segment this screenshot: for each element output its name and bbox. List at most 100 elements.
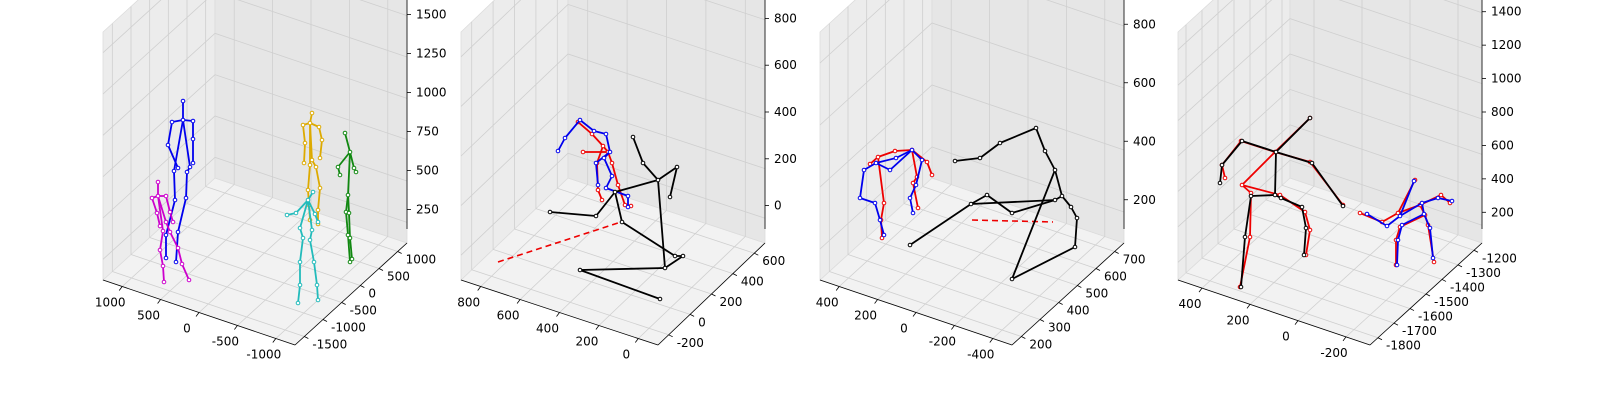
skeleton-joint: [353, 169, 359, 175]
x-tick-label: 1000: [95, 296, 126, 310]
skeleton-joint: [190, 118, 196, 124]
skeleton-joint: [317, 185, 323, 191]
skeleton-bone: [1219, 164, 1223, 184]
skeleton-joint: [607, 149, 613, 155]
x-tick-mark: [912, 312, 917, 317]
skeleton-group: [857, 125, 1080, 282]
skeleton-bone: [299, 199, 309, 229]
subplot-1: -1000 -500 0 500 1000 -1500 -1000 -500 0 500 1000 2…: [95, 0, 447, 362]
skeleton-joint: [309, 110, 315, 116]
skeleton-joint: [315, 207, 321, 213]
skeleton-joint: [315, 297, 321, 303]
skeleton-joint: [580, 149, 586, 155]
skeleton-bone: [591, 133, 604, 147]
skeleton-joint: [149, 195, 155, 201]
skeleton-joint: [297, 282, 303, 288]
gridline-y: [885, 220, 1078, 286]
skeleton-bone: [1241, 151, 1276, 186]
skeleton-bone: [664, 255, 684, 269]
skeleton-joint: [1248, 193, 1254, 199]
skeleton-joint: [163, 232, 169, 238]
x-tick-label: 0: [622, 348, 630, 362]
y-tick-label: 0: [368, 287, 376, 301]
y-tick-mark: [1058, 302, 1063, 305]
skeleton-joint: [187, 164, 193, 170]
x-tick-mark: [118, 286, 123, 291]
skeleton-joint: [345, 232, 351, 238]
skeleton-bone: [159, 230, 164, 251]
skeleton-joint: [1357, 210, 1363, 216]
skeleton-joint: [163, 219, 169, 225]
gridline-z: [1177, 159, 1483, 263]
skeleton-joint: [180, 98, 186, 104]
skeleton-group: [149, 98, 359, 306]
gridline-y: [1249, 214, 1443, 280]
skeleton-joint: [297, 225, 303, 231]
x-tick-mark: [874, 299, 878, 304]
skeleton-joint: [319, 137, 325, 143]
skeleton-bone: [595, 191, 616, 217]
skeleton-joint: [593, 160, 599, 166]
skeleton-joint: [630, 134, 636, 140]
skeleton-joint: [342, 130, 348, 136]
y-tick-mark: [1077, 285, 1082, 288]
y-axis-line: [294, 242, 408, 346]
gridline-y: [149, 237, 342, 303]
skeleton-joint: [1303, 225, 1309, 231]
skeleton-joint: [175, 229, 181, 235]
z-tick-label: 400: [1491, 172, 1514, 186]
gridline-z: [460, 3, 766, 107]
skeleton-joint: [163, 255, 169, 261]
gridline-y: [922, 186, 1115, 252]
skeleton-joint: [600, 143, 606, 149]
y-tick-label: 1000: [406, 253, 437, 267]
skeleton-joint: [305, 187, 311, 193]
skeleton-bone: [303, 142, 306, 164]
skeleton-joint: [315, 219, 321, 225]
skeleton-joint: [595, 187, 601, 193]
skeleton-bone: [874, 202, 881, 221]
gridline-x: [877, 197, 990, 300]
skeleton-joint: [929, 172, 935, 178]
skeleton-bone: [595, 162, 599, 186]
skeleton-joint: [893, 155, 899, 161]
skeleton-joint: [591, 128, 597, 134]
z-tick-label: 200: [1133, 193, 1156, 207]
y-tick-label: -1200: [1482, 251, 1517, 265]
z-tick-label: 400: [774, 105, 797, 119]
skeleton-bone: [621, 221, 676, 257]
gridline-z: [102, 0, 408, 53]
skeleton-joint: [599, 197, 605, 203]
skeleton-joint: [1394, 262, 1400, 268]
skeleton-bone: [1304, 211, 1311, 231]
skeleton-joint: [160, 263, 166, 269]
subplot-4: -200 0 200 400 -1800-1700-1600-1500-1400-130…: [1177, 0, 1522, 360]
y-tick-mark: [1114, 251, 1119, 254]
skeleton-joint: [907, 242, 913, 248]
x-tick-label: 400: [816, 296, 839, 310]
skeleton-joint: [157, 223, 163, 229]
gridline-y: [1233, 228, 1427, 295]
skeleton-joint: [317, 155, 323, 161]
skeleton-bone: [909, 184, 917, 199]
skeleton-bone: [1386, 215, 1401, 227]
y-tick-label: -1300: [1466, 266, 1501, 280]
skeleton-bone: [1396, 239, 1399, 266]
skeleton-joint: [640, 160, 646, 166]
skeleton-joint: [163, 193, 169, 199]
skeleton-joint: [1222, 175, 1228, 181]
skeleton-joint: [1435, 195, 1441, 201]
gridline-x: [198, 210, 312, 313]
skeleton-joint: [300, 122, 306, 128]
skeleton-joint: [977, 155, 983, 161]
skeleton-bone: [157, 195, 164, 232]
skeleton-bone: [1275, 151, 1313, 164]
skeleton-joint: [887, 167, 893, 173]
skeleton-joint: [1301, 252, 1307, 258]
skeleton-bone: [1054, 169, 1063, 197]
skeleton-bone: [603, 157, 613, 177]
skeleton-joint: [190, 136, 196, 142]
skeleton-joint: [179, 261, 185, 267]
skeleton-bone: [877, 150, 896, 158]
gridline-y: [168, 220, 361, 286]
